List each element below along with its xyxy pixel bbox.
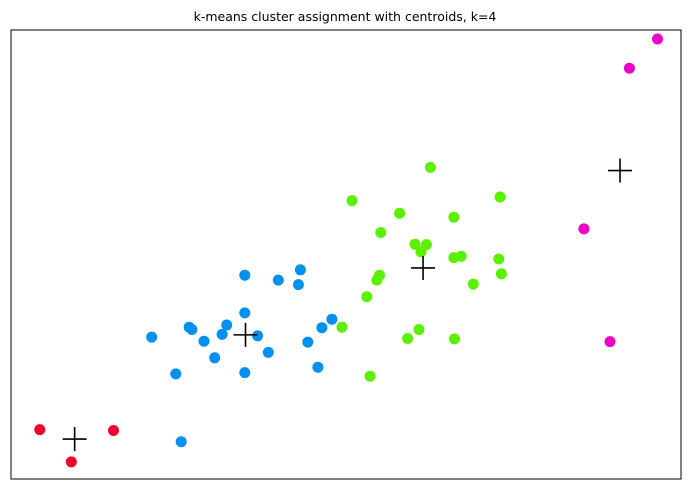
data-point-cluster-2-20 xyxy=(326,313,338,325)
data-point-cluster-3-4 xyxy=(375,227,387,238)
data-point-cluster-1-2 xyxy=(108,425,119,436)
data-point-cluster-2-13 xyxy=(292,279,304,291)
chart-title: k-means cluster assignment with centroid… xyxy=(194,9,497,24)
points-layer xyxy=(34,33,663,468)
data-point-cluster-2-5 xyxy=(216,328,228,340)
centroid-marker-1 xyxy=(62,427,87,452)
data-point-cluster-2-15 xyxy=(252,330,264,342)
data-point-cluster-3-11 xyxy=(336,321,348,333)
data-point-cluster-3-9 xyxy=(371,274,383,286)
data-point-cluster-4-3 xyxy=(578,223,590,235)
data-point-cluster-3-18 xyxy=(448,252,460,264)
data-point-cluster-1-1 xyxy=(34,424,46,436)
data-point-cluster-2-11 xyxy=(272,274,284,286)
data-point-cluster-3-5 xyxy=(409,238,421,250)
data-point-cluster-3-19 xyxy=(467,278,479,290)
data-point-cluster-3-7 xyxy=(415,246,427,258)
data-point-cluster-2-10 xyxy=(239,269,251,281)
data-point-cluster-2-7 xyxy=(209,352,221,364)
data-point-cluster-4-2 xyxy=(623,62,635,74)
data-point-cluster-2-12 xyxy=(294,264,306,276)
data-point-cluster-2-17 xyxy=(239,367,251,379)
data-point-cluster-3-2 xyxy=(424,161,436,173)
data-point-cluster-2-21 xyxy=(312,361,324,373)
data-point-cluster-3-20 xyxy=(493,253,505,265)
data-point-cluster-2-16 xyxy=(262,346,274,358)
data-point-cluster-3-1 xyxy=(346,195,358,207)
data-point-cluster-2-4 xyxy=(198,335,210,347)
data-point-cluster-3-23 xyxy=(494,191,506,203)
data-point-cluster-4-4 xyxy=(604,336,616,348)
data-point-cluster-2-18 xyxy=(302,336,314,348)
data-point-cluster-2-14 xyxy=(239,307,251,319)
data-point-cluster-2-6 xyxy=(221,319,233,331)
data-point-cluster-3-16 xyxy=(448,211,460,223)
data-point-cluster-3-15 xyxy=(364,370,376,382)
centroid-marker-2 xyxy=(233,322,258,347)
data-point-cluster-2-19 xyxy=(316,322,328,334)
data-point-cluster-3-12 xyxy=(413,324,425,335)
plot-frame xyxy=(10,29,682,480)
data-point-cluster-3-21 xyxy=(495,268,507,280)
data-point-cluster-2-1 xyxy=(146,331,158,343)
data-point-cluster-3-14 xyxy=(449,333,460,345)
centroid-marker-4 xyxy=(608,158,633,183)
centroids-layer xyxy=(62,158,633,452)
data-point-cluster-3-3 xyxy=(394,207,406,219)
data-point-cluster-1-3 xyxy=(65,456,77,468)
data-point-cluster-2-8 xyxy=(170,368,182,380)
data-point-cluster-2-3 xyxy=(186,324,198,335)
data-point-cluster-4-1 xyxy=(652,33,663,45)
centroid-marker-3 xyxy=(411,255,436,280)
data-point-cluster-3-13 xyxy=(402,333,414,344)
data-point-cluster-2-9 xyxy=(175,436,187,448)
data-point-cluster-3-10 xyxy=(361,291,373,303)
